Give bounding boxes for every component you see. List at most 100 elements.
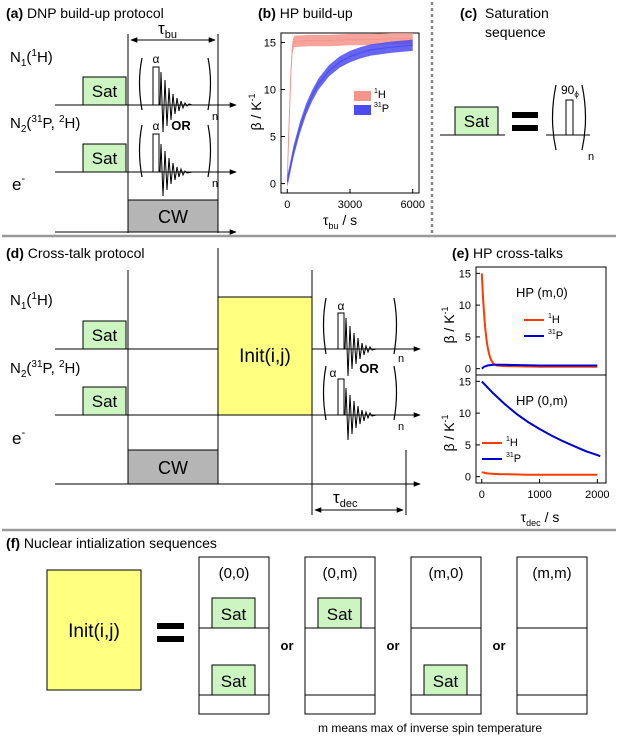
d-cw-box xyxy=(127,449,219,485)
or-label-f: or xyxy=(281,638,294,653)
sat-box-bottom xyxy=(423,664,468,696)
series-line xyxy=(481,471,598,476)
series-line xyxy=(286,44,413,182)
panel-d: (d) Cross-talk protocol N1(1H) N2(31P, 2… xyxy=(6,245,421,515)
plot-frame xyxy=(475,374,607,484)
series-line xyxy=(481,363,598,370)
d-n1-label: N1(1H) xyxy=(10,291,53,312)
chart-b-ylabel: β / K-1 xyxy=(247,93,264,130)
sat-box-n2 xyxy=(82,143,127,173)
svg-text:α: α xyxy=(153,52,160,66)
sat-label-top: Sat xyxy=(221,605,247,624)
legend-swatch xyxy=(354,91,371,101)
init-column: (m,m) xyxy=(516,556,588,715)
equals-sign-f xyxy=(157,623,184,642)
sat-label-top: Sat xyxy=(327,605,353,624)
series-band xyxy=(287,39,413,188)
sat-box-c xyxy=(454,106,499,136)
y-tick-label: 5 xyxy=(465,332,471,344)
chart-e1: 0 5 10 15 1H 31P HP (m,0) xyxy=(459,266,607,376)
d-sat-box-n2 xyxy=(82,386,127,416)
legend-label: 31P xyxy=(506,452,521,465)
series-line xyxy=(286,38,413,180)
sat-box-top xyxy=(317,597,362,629)
sat-box-top xyxy=(211,597,256,629)
tau-bu-label: τbu xyxy=(158,19,177,41)
panel-a: (a) DNP build-up protocol τbu N1(1H) N2(… xyxy=(6,5,237,235)
chart-e1-ylabel: β / K-1 xyxy=(440,306,457,343)
init-column-frame xyxy=(516,556,588,715)
electron-label: e- xyxy=(12,173,25,194)
or-label-f: or xyxy=(387,638,400,653)
panel-c-title-line2: sequence xyxy=(485,24,546,40)
legend-label: 31P xyxy=(548,329,563,342)
sat-label-n1: Sat xyxy=(92,82,118,101)
init-column-label: (0,0) xyxy=(219,565,250,582)
d-cw-label: CW xyxy=(158,458,188,478)
chart-title: HP (0,m) xyxy=(516,393,568,408)
panel-f: (f) Nuclear intialization sequences Init… xyxy=(6,535,588,735)
chart-e-xlabel: τdec / s xyxy=(521,509,560,528)
panel-b: (b) HP build-up β / K-1 τbu / s 0 5 10 15 0 3… xyxy=(247,5,425,231)
legend-swatch xyxy=(354,105,371,115)
legend-label: 1H xyxy=(548,313,560,326)
svg-text:n: n xyxy=(398,421,404,433)
init-columns: (0,0) Sat Sat (0,m) Sat (m,0) Sat (m,m) or or or xyxy=(198,556,588,715)
y-tick-label: 5 xyxy=(270,132,276,144)
chart-b-xlabel: τbu / s xyxy=(323,212,357,231)
tau-dec-label: τdec xyxy=(333,488,358,510)
sat-label-n2: Sat xyxy=(92,149,118,168)
d-pulse-train-n2: α n xyxy=(322,365,404,441)
init-column-frame xyxy=(304,556,376,715)
legend-label: 1H xyxy=(374,88,386,101)
legend-label: 1H xyxy=(506,436,518,449)
f-footnote: m means max of inverse spin temperature xyxy=(318,721,542,735)
sat-box-n1 xyxy=(82,76,127,106)
svg-text:n: n xyxy=(398,353,404,365)
y-tick-label: 15 xyxy=(459,268,471,280)
y-tick-label: 0 xyxy=(465,364,471,376)
panel-e: (e) HP cross-talks β / K-1 β / K-1 τdec … xyxy=(440,245,610,528)
d-n2-label: N2(31P, 2H) xyxy=(10,359,80,380)
y-tick-label: 0 xyxy=(270,179,276,191)
x-tick-label: 0 xyxy=(284,199,290,211)
panel-c: (c) Saturation sequence Sat 90ϕ n xyxy=(440,5,594,163)
pulse-90-rect xyxy=(565,99,574,136)
panel-d-title: (d) Cross-talk protocol xyxy=(6,245,144,261)
d-init-box xyxy=(217,296,313,416)
series-line xyxy=(481,380,601,458)
x-tick-label: 1000 xyxy=(527,489,551,501)
panel-f-title: (f) Nuclear intialization sequences xyxy=(6,535,217,551)
svg-text:n: n xyxy=(212,111,218,123)
legend-label: 31P xyxy=(374,102,389,115)
sat-label-bottom: Sat xyxy=(221,672,247,691)
cw-label-a: CW xyxy=(158,207,188,227)
sat-seq-bracket-left xyxy=(551,84,557,151)
chart-e2: 0 5 10 15 0 1000 2000 1H 31P HP (0,m) xyxy=(459,374,610,501)
svg-text:α: α xyxy=(153,119,160,133)
init-column-label: (m,m) xyxy=(532,565,571,582)
panel-e-title: (e) HP cross-talks xyxy=(452,245,563,261)
init-column: (m,0) Sat xyxy=(410,556,482,715)
or-label-d: OR xyxy=(359,361,379,376)
series-line xyxy=(480,273,598,368)
f-init-label: Init(i,j) xyxy=(68,621,120,642)
svg-text:α: α xyxy=(330,366,337,380)
sat-label-bottom: Sat xyxy=(433,672,459,691)
x-tick-label: 2000 xyxy=(585,489,609,501)
y-tick-label: 10 xyxy=(459,300,471,312)
y-tick-label: 0 xyxy=(465,472,471,484)
or-label-a: OR xyxy=(171,118,191,133)
d-init-label: Init(i,j) xyxy=(239,346,291,367)
panel-b-title: (b) HP build-up xyxy=(258,5,353,21)
y-tick-label: 10 xyxy=(459,408,471,420)
or-label-f: or xyxy=(493,638,506,653)
panel-c-title-line1: Saturation xyxy=(485,5,549,21)
pulse-90-label: 90ϕ xyxy=(561,83,579,99)
init-column: (0,0) Sat Sat xyxy=(198,556,270,715)
init-column-label: (0,m) xyxy=(323,565,358,582)
svg-text:n: n xyxy=(212,178,218,190)
d-sat-label-n1: Sat xyxy=(92,326,118,345)
x-tick-label: 6000 xyxy=(400,199,424,211)
